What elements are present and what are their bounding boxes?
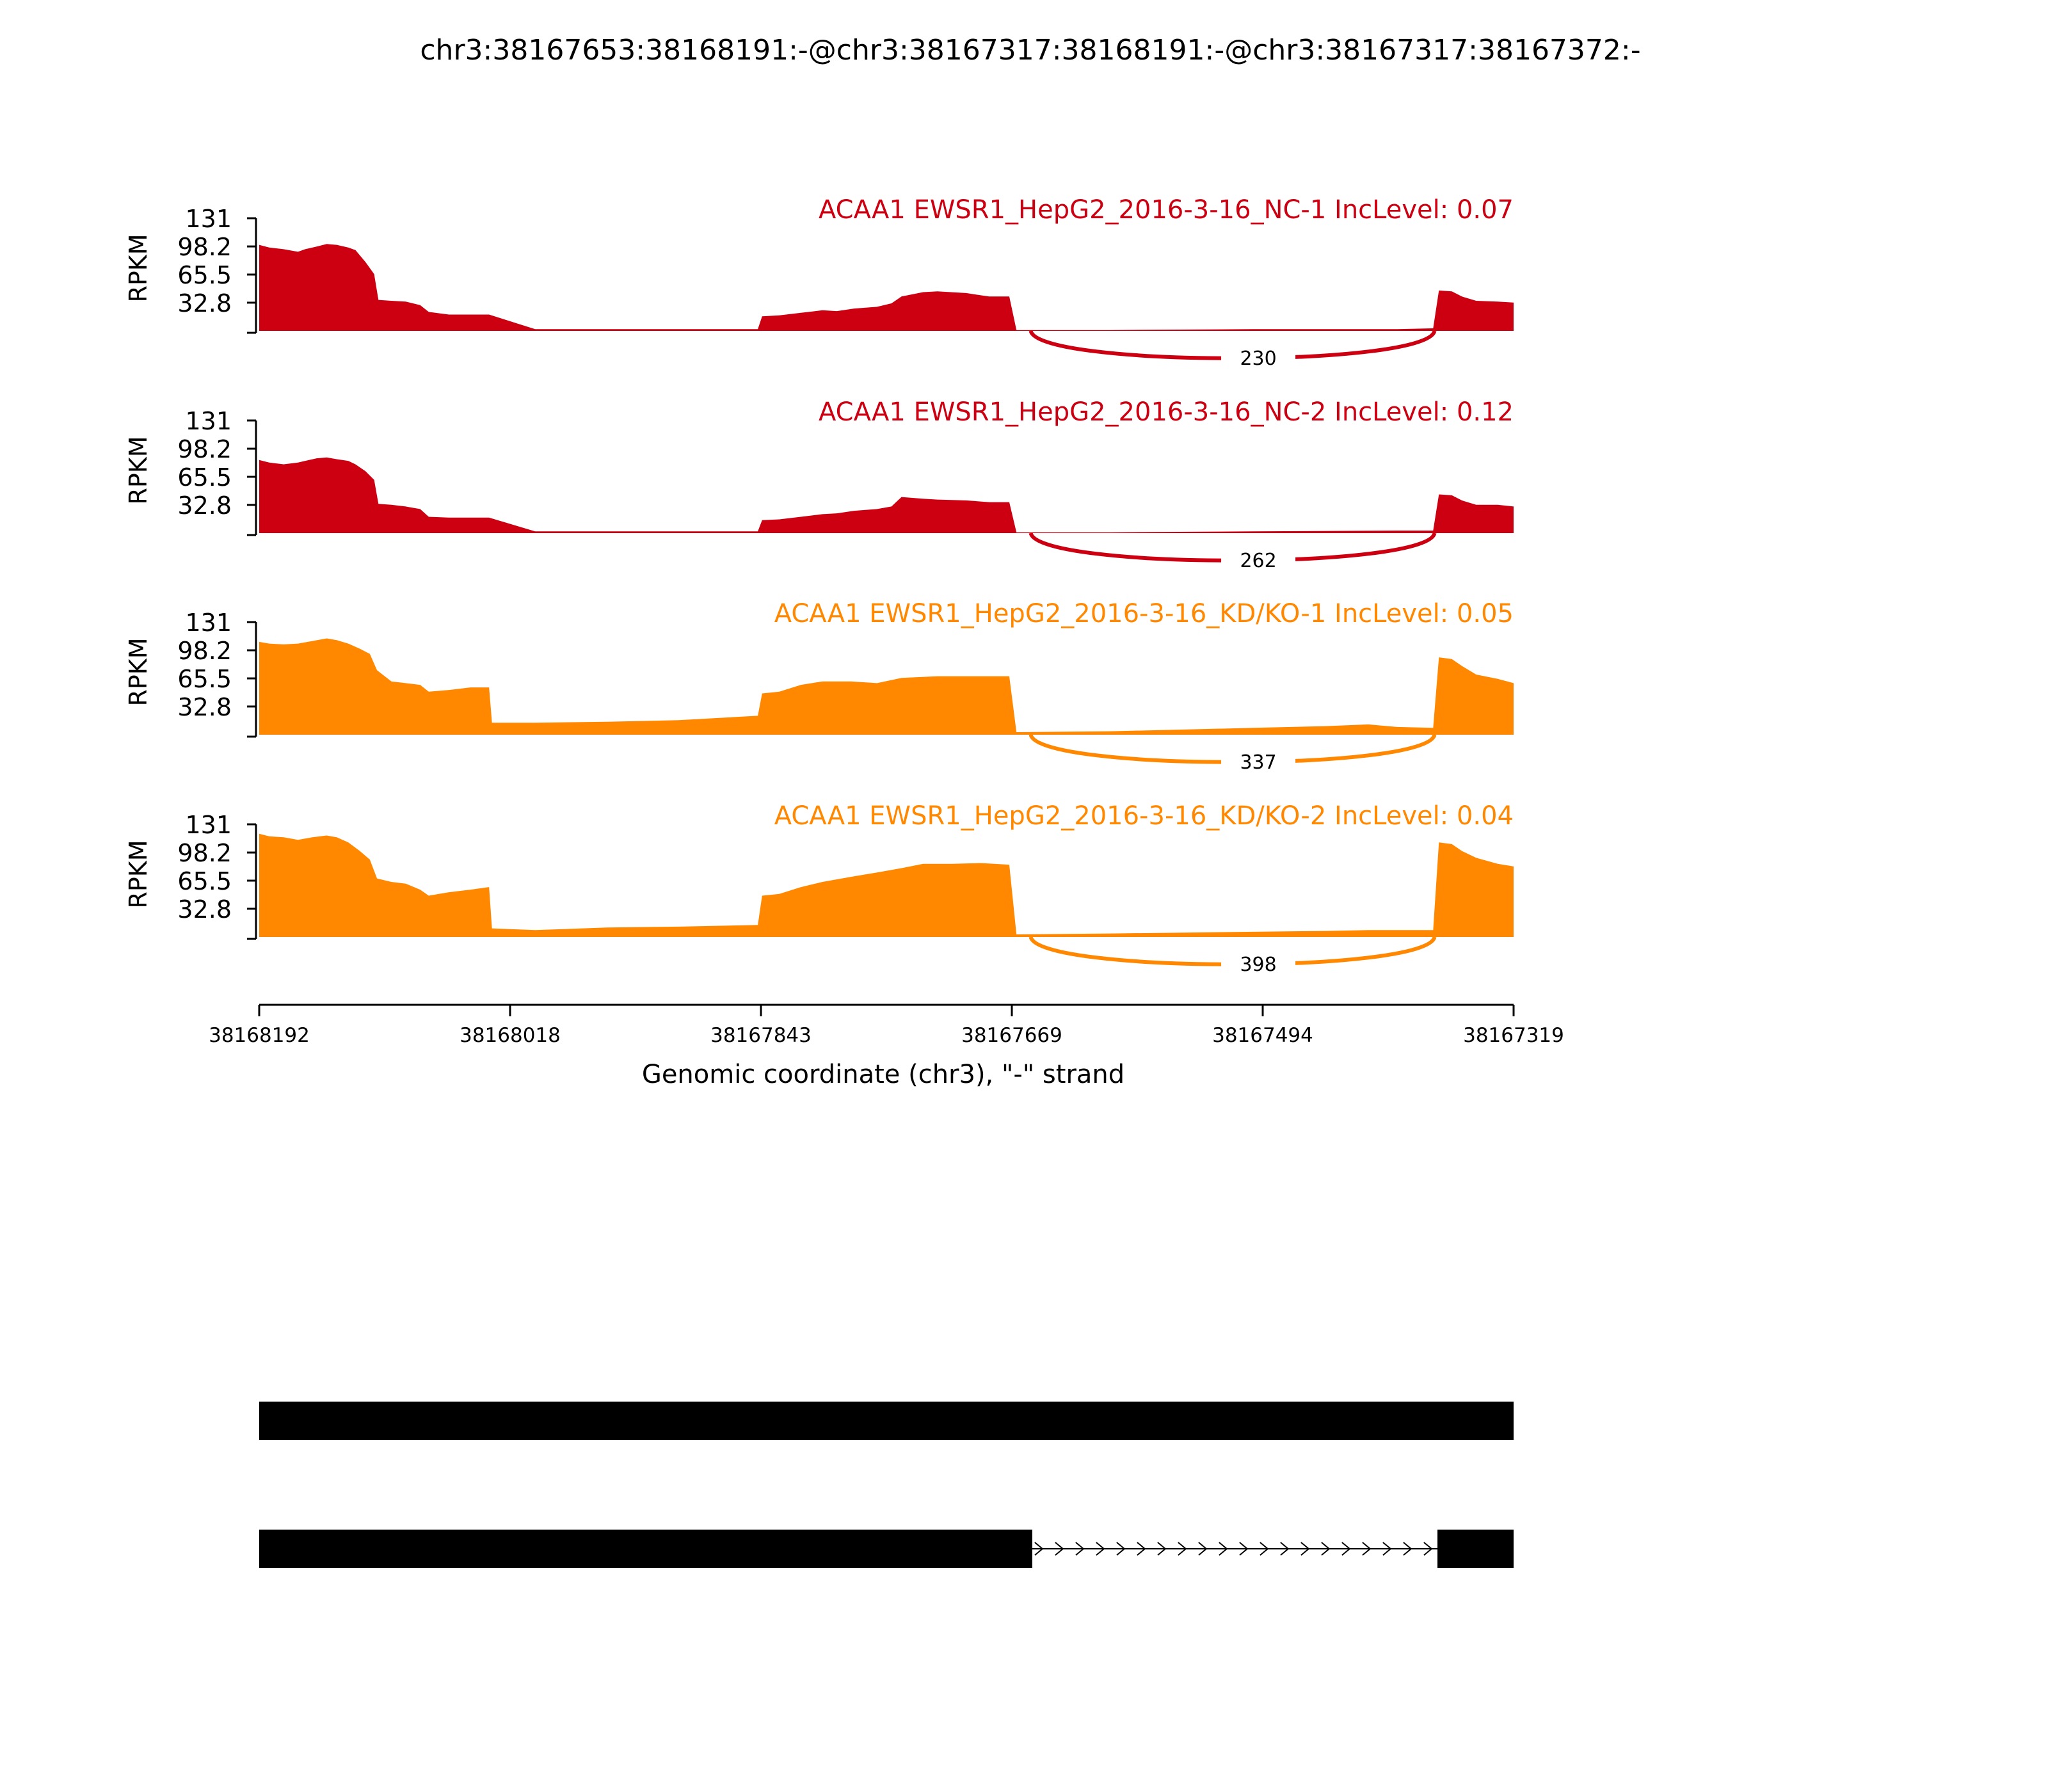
sample-label: ACAA1 EWSR1_HepG2_2016-3-16_KD/KO-1 IncL… — [774, 599, 1514, 628]
coverage-area — [259, 833, 1514, 937]
junction-count: 337 — [1240, 751, 1276, 774]
strand-arrow — [1116, 1542, 1126, 1556]
x-tick-label: 38167669 — [961, 1024, 1062, 1047]
isoform-2 — [259, 1530, 1514, 1568]
y-tick-label: 98.2 — [177, 435, 232, 463]
y-tick-label: 131 — [185, 205, 232, 233]
isoform-1 — [259, 1402, 1514, 1440]
strand-arrow — [1034, 1542, 1044, 1556]
strand-arrow — [1362, 1542, 1372, 1556]
x-tick-label: 38167319 — [1463, 1024, 1564, 1047]
y-tick-label: 65.5 — [177, 463, 232, 492]
strand-arrow — [1178, 1542, 1187, 1556]
y-axis-label: RPKM — [124, 234, 152, 302]
strand-arrow — [1280, 1542, 1290, 1556]
strand-arrow — [1198, 1542, 1208, 1556]
exon-block — [259, 1402, 1514, 1440]
y-tick-label: 98.2 — [177, 839, 232, 867]
y-tick-label: 131 — [185, 609, 232, 637]
junction-count: 262 — [1240, 550, 1276, 572]
coverage-area — [259, 638, 1514, 735]
strand-arrow — [1055, 1542, 1064, 1556]
y-axis-label: RPKM — [124, 840, 152, 908]
y-tick-label: 65.5 — [177, 867, 232, 895]
x-tick-label: 38167494 — [1212, 1024, 1313, 1047]
x-tick-label: 38168018 — [460, 1024, 561, 1047]
strand-arrow — [1403, 1542, 1412, 1556]
y-tick-label: 32.8 — [177, 895, 232, 924]
isoform-models — [259, 1402, 1514, 1568]
junction-count: 230 — [1240, 348, 1276, 370]
strand-arrow — [1300, 1542, 1310, 1556]
strand-arrow — [1239, 1542, 1249, 1556]
sample-label: ACAA1 EWSR1_HepG2_2016-3-16_NC-2 IncLeve… — [819, 397, 1514, 427]
strand-arrow — [1075, 1542, 1085, 1556]
y-tick-label: 32.8 — [177, 492, 232, 520]
y-tick-label: 32.8 — [177, 693, 232, 721]
strand-arrow — [1096, 1542, 1105, 1556]
y-axis-label: RPKM — [124, 637, 152, 706]
strand-arrow — [1260, 1542, 1269, 1556]
strand-arrow — [1137, 1542, 1146, 1556]
junction-count-bg — [1221, 749, 1296, 774]
coverage-area — [259, 244, 1514, 331]
y-tick-label: 131 — [185, 407, 232, 435]
x-tick-label: 38167843 — [710, 1024, 812, 1047]
strand-arrow — [1423, 1542, 1433, 1556]
y-tick-label: 98.2 — [177, 233, 232, 261]
y-axis-label: RPKM — [124, 436, 152, 504]
chart-title: chr3:38167653:38168191:-@chr3:38167317:3… — [420, 34, 1640, 67]
strand-arrow — [1321, 1542, 1331, 1556]
x-tick-label: 38168192 — [209, 1024, 310, 1047]
x-axis: 38168192 38168018 38167843 38167669 38167494… — [209, 1004, 1564, 1047]
y-tick-label: 32.8 — [177, 289, 232, 317]
sample-label: ACAA1 EWSR1_HepG2_2016-3-16_KD/KO-2 IncL… — [774, 801, 1514, 831]
strand-arrow — [1219, 1542, 1228, 1556]
strand-arrow — [1157, 1542, 1167, 1556]
exon-block — [259, 1530, 1032, 1568]
junction-count-bg — [1221, 547, 1296, 573]
y-tick-label: 65.5 — [177, 665, 232, 693]
y-tick-label: 131 — [185, 811, 232, 839]
strand-arrow — [1341, 1542, 1351, 1556]
coverage-area — [259, 457, 1514, 533]
junction-count-bg — [1221, 951, 1296, 977]
x-axis-label: Genomic coordinate (chr3), "-" strand — [642, 1060, 1124, 1089]
junction-count-bg — [1221, 345, 1296, 371]
junction-count: 398 — [1240, 954, 1276, 976]
y-tick-label: 65.5 — [177, 261, 232, 289]
strand-arrow — [1382, 1542, 1392, 1556]
exon-block — [1437, 1530, 1514, 1568]
y-tick-label: 98.2 — [177, 637, 232, 665]
sample-label: ACAA1 EWSR1_HepG2_2016-3-16_NC-1 IncLeve… — [819, 195, 1514, 225]
